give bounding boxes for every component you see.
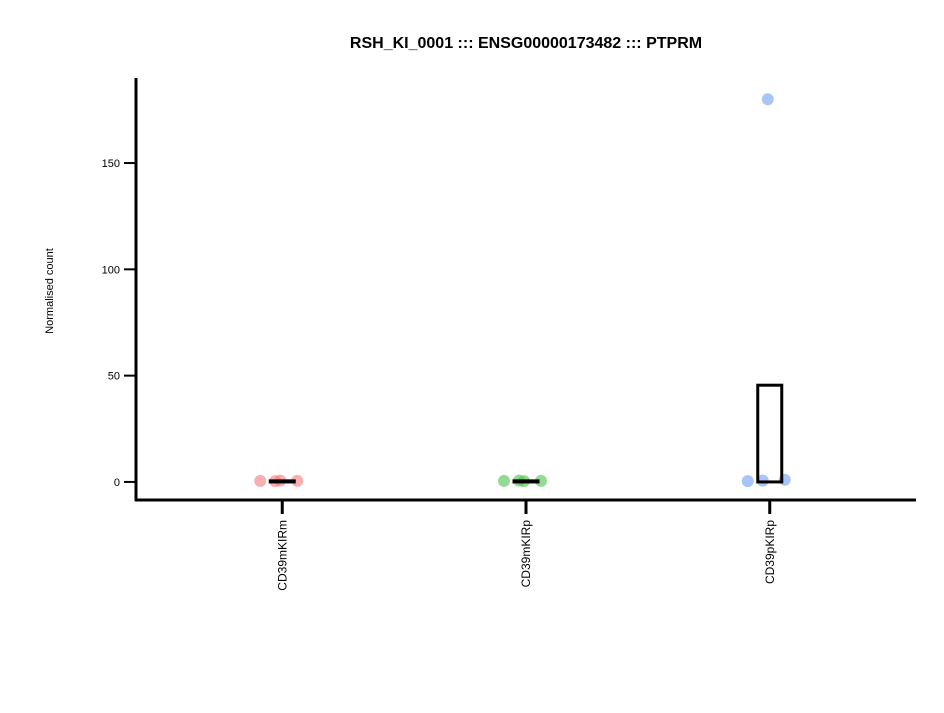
- x-tick-label: CD39mKIRp: [519, 520, 533, 588]
- y-axis-label: Normalised count: [44, 248, 56, 334]
- data-point: [498, 474, 510, 487]
- data-point: [254, 474, 267, 487]
- y-tick-label: 100: [102, 264, 120, 276]
- y-tick-label: 50: [108, 371, 120, 383]
- mean-bar: [268, 479, 296, 484]
- data-point: [761, 93, 774, 106]
- data-point: [741, 475, 754, 488]
- mean-bar: [512, 479, 540, 484]
- chart-title: RSH_KI_0001 ::: ENSG00000173482 ::: PTPR…: [350, 35, 702, 52]
- y-tick-label: 150: [102, 158, 120, 170]
- data-point: [535, 474, 547, 487]
- x-tick-label: CD39mKIRm: [275, 520, 289, 591]
- y-tick-label: 0: [114, 477, 120, 489]
- mean-bar: [756, 383, 784, 484]
- data-point: [291, 474, 304, 487]
- x-tick-label: CD39pKIRp: [763, 520, 777, 584]
